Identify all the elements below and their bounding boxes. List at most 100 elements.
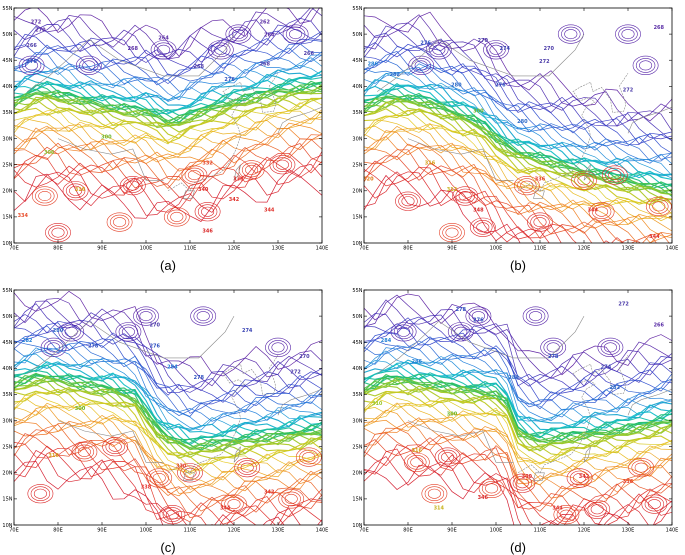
- lon-tick-label: 120E: [578, 528, 591, 533]
- contour-value-label: 338: [141, 484, 152, 490]
- contour-value-label: 276: [150, 343, 161, 349]
- contour-value-label: 272: [290, 370, 301, 376]
- lat-tick-label: 20N: [352, 471, 362, 477]
- lat-tick-label: 40N: [352, 84, 362, 90]
- contour-value-label: 268: [260, 61, 271, 67]
- contour-value-label: 344: [264, 208, 275, 214]
- lon-tick-label: 130E: [622, 246, 635, 251]
- lat-tick-label: 45N: [2, 340, 12, 346]
- contour-value-label: 344: [588, 208, 599, 214]
- contour-value-label: 280: [53, 328, 64, 334]
- lat-tick-label: 45N: [2, 58, 12, 64]
- contour-map-b: 276 270 274 270 272 268 286 282 280 276 300 280 272 3…: [352, 6, 679, 251]
- lat-tick-label: 10N: [352, 241, 362, 247]
- contour-value-label: 316: [48, 453, 59, 459]
- lon-tick-label: 80E: [53, 246, 63, 251]
- contour-value-label: 286: [368, 61, 379, 67]
- lon-tick-label: 140E: [666, 246, 679, 251]
- lon-tick-label: 140E: [666, 528, 679, 533]
- contour-value-label: 276: [26, 59, 37, 65]
- contour-value-label: 272: [618, 302, 629, 308]
- lat-tick-label: 55N: [352, 6, 362, 12]
- contour-value-label: 320: [363, 176, 374, 182]
- lat-tick-label: 30N: [352, 418, 362, 424]
- contour-labels: 280 270 274 278 276 282 284 278 270 272 300 316 330 3…: [22, 323, 310, 512]
- contour-value-label: 276: [473, 317, 484, 323]
- contour-value-label: 340: [522, 474, 533, 480]
- contour-value-label: 262: [260, 20, 271, 26]
- lat-tick-label: 45N: [352, 340, 362, 346]
- lon-tick-label: 100E: [140, 528, 153, 533]
- contour-value-label: 342: [264, 490, 275, 496]
- lon-tick-label: 90E: [97, 246, 107, 251]
- lat-tick-label: 10N: [2, 241, 12, 247]
- lon-tick-label: 110E: [534, 528, 547, 533]
- contour-labels: 272 270 266 276 268 264 262 264 268 268 266 276 300 3…: [18, 20, 315, 235]
- lon-tick-label: 90E: [447, 246, 457, 251]
- lat-tick-label: 50N: [352, 32, 362, 38]
- contour-value-label: 344: [649, 234, 660, 240]
- contour-value-label: 274: [601, 364, 612, 370]
- contour-value-label: 270: [150, 323, 161, 329]
- contour-lines: [14, 8, 322, 243]
- lat-tick-label: 35N: [2, 392, 12, 398]
- lon-tick-label: 120E: [228, 528, 241, 533]
- lat-tick-label: 40N: [2, 84, 12, 90]
- contour-value-label: 344: [220, 505, 231, 511]
- contour-value-label: 300: [75, 406, 86, 412]
- lon-tick-label: 120E: [578, 246, 591, 251]
- contour-lines: [364, 293, 672, 525]
- contour-value-label: 300: [447, 411, 458, 417]
- lat-tick-label: 25N: [2, 444, 12, 450]
- contour-value-label: 276: [420, 41, 431, 47]
- contour-value-label: 334: [18, 213, 29, 219]
- lon-tick-label: 70E: [9, 528, 19, 533]
- lat-tick-label: 25N: [352, 444, 362, 450]
- lon-tick-label: 120E: [228, 246, 241, 251]
- contour-value-label: 314: [434, 505, 445, 511]
- contour-value-label: 280: [451, 82, 462, 88]
- contour-value-label: 306: [44, 150, 55, 156]
- contour-value-label: 316: [412, 448, 423, 454]
- contour-map-d: 278 276 272 266 284 278 274 286 280 282 300 310 316 3…: [352, 288, 679, 533]
- contour-value-label: 344: [552, 505, 563, 511]
- contour-value-label: 268: [654, 25, 665, 31]
- contour-value-label: 282: [610, 385, 621, 391]
- contour-value-label: 346: [202, 229, 213, 235]
- lat-tick-label: 15N: [2, 215, 12, 221]
- contour-value-label: 284: [167, 364, 178, 370]
- lat-tick-label: 35N: [2, 110, 12, 116]
- lat-tick-label: 50N: [2, 314, 12, 320]
- coastlines-borders: [27, 33, 322, 199]
- lat-tick-label: 20N: [2, 189, 12, 195]
- lon-tick-label: 80E: [403, 528, 413, 533]
- lat-tick-label: 40N: [352, 366, 362, 372]
- lat-tick-label: 20N: [352, 189, 362, 195]
- map-panel-c: 280 270 274 278 276 282 284 278 270 272 300 316 330 3…: [0, 282, 330, 532]
- lat-tick-label: 25N: [352, 162, 362, 168]
- contour-value-label: 272: [539, 59, 550, 65]
- lon-tick-label: 110E: [184, 246, 197, 251]
- lon-tick-label: 130E: [272, 528, 285, 533]
- contour-value-label: 300: [101, 135, 112, 141]
- contour-value-label: 316: [75, 187, 86, 193]
- lon-tick-label: 100E: [490, 246, 503, 251]
- lat-tick-label: 30N: [2, 136, 12, 142]
- coastlines-borders: [377, 33, 672, 199]
- lat-tick-label: 50N: [2, 32, 12, 38]
- contour-value-label: 280: [517, 119, 528, 125]
- lat-tick-label: 10N: [2, 523, 12, 529]
- lon-tick-label: 80E: [403, 246, 413, 251]
- lat-tick-label: 25N: [2, 162, 12, 168]
- lon-tick-label: 140E: [316, 528, 329, 533]
- lat-tick-label: 55N: [2, 288, 12, 294]
- lon-tick-label: 100E: [490, 528, 503, 533]
- contour-value-label: 316: [425, 161, 436, 167]
- contour-value-label: 286: [412, 359, 423, 365]
- contour-value-label: 310: [372, 401, 383, 407]
- contour-lines: [364, 11, 672, 243]
- contour-value-label: 266: [304, 51, 315, 57]
- contour-value-label: 272: [623, 88, 634, 94]
- lat-tick-label: 15N: [352, 215, 362, 221]
- lat-tick-label: 35N: [352, 392, 362, 398]
